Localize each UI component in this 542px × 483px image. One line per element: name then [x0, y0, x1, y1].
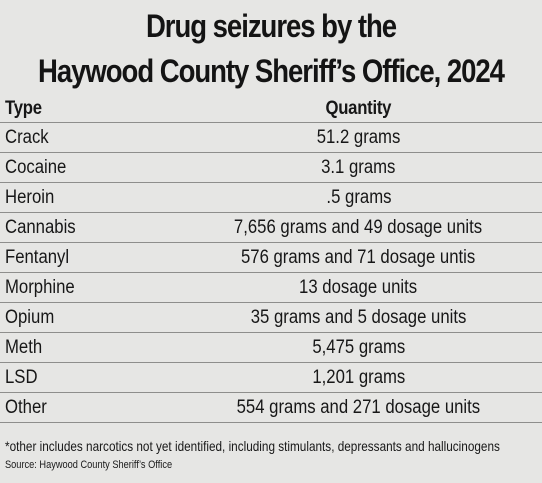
table-row: Morphine 13 dosage units — [0, 273, 542, 303]
drug-type: Cocaine — [5, 156, 67, 178]
column-header-quantity: Quantity — [325, 98, 392, 119]
title-line-1: Drug seizures by the — [145, 8, 397, 44]
drug-quantity: 13 dosage units — [299, 276, 418, 298]
table-row: Crack 51.2 grams — [0, 123, 542, 153]
drug-quantity: 3.1 grams — [321, 156, 396, 178]
table-row: Fentanyl 576 grams and 71 dosage untis — [0, 243, 542, 273]
drug-type: Fentanyl — [5, 246, 70, 268]
table-row: Other 554 grams and 271 dosage units — [0, 393, 542, 423]
drug-quantity: 51.2 grams — [316, 126, 401, 148]
drug-type: Cannabis — [5, 216, 76, 238]
drug-type: Morphine — [5, 276, 75, 298]
drug-quantity: 554 grams and 271 dosage units — [236, 396, 481, 418]
table-header-row: Type Quantity — [0, 96, 542, 123]
table-row: Opium 35 grams and 5 dosage units — [0, 303, 542, 333]
drug-type: Meth — [5, 336, 43, 358]
drug-quantity: 7,656 grams and 49 dosage units — [234, 216, 483, 238]
column-header-type: Type — [5, 98, 42, 119]
drug-quantity: 1,201 grams — [312, 366, 405, 388]
table-row: Meth 5,475 grams — [0, 333, 542, 363]
drug-quantity: 5,475 grams — [312, 336, 405, 358]
drug-quantity: .5 grams — [325, 186, 392, 208]
title-line-2: Haywood County Sheriff’s Office, 2024 — [38, 53, 505, 89]
table-row: Cocaine 3.1 grams — [0, 153, 542, 183]
page-title: Drug seizures by the Haywood County Sher… — [38, 4, 505, 94]
drug-quantity: 35 grams and 5 dosage units — [250, 306, 467, 328]
drug-type: LSD — [5, 366, 38, 388]
drug-type: Heroin — [5, 186, 55, 208]
table-row: Heroin .5 grams — [0, 183, 542, 213]
drug-quantity: 576 grams and 71 dosage untis — [241, 246, 476, 268]
table-row: Cannabis 7,656 grams and 49 dosage units — [0, 213, 542, 243]
source-credit: Source: Haywood County Sheriff’s Office — [5, 459, 173, 471]
footnote: *other includes narcotics not yet identi… — [5, 438, 500, 454]
drug-type: Crack — [5, 126, 49, 148]
seizures-table: Type Quantity Crack 51.2 grams Cocaine 3… — [0, 96, 542, 423]
drug-type: Opium — [5, 306, 55, 328]
table-row: LSD 1,201 grams — [0, 363, 542, 393]
drug-type: Other — [5, 396, 47, 418]
